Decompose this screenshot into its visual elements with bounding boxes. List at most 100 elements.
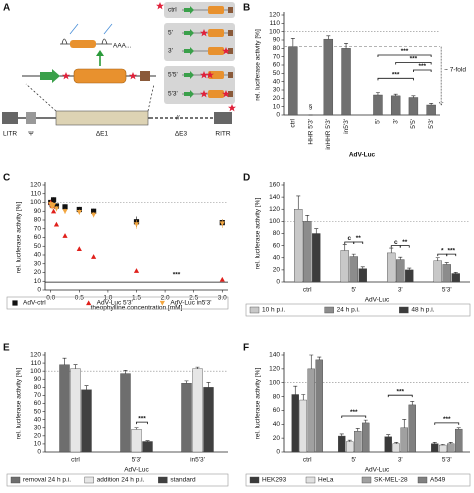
x-tick-label: 5'3' xyxy=(132,457,142,464)
error-bar xyxy=(432,442,437,444)
genome-label: ΔE1 xyxy=(96,131,109,138)
x-tick-label: in5'3' xyxy=(343,119,350,134)
point xyxy=(133,222,140,227)
x-tick-label: ctrl xyxy=(303,457,312,464)
significance-bracket xyxy=(377,54,432,57)
y-tick-label: 60 xyxy=(273,407,281,414)
bar xyxy=(303,221,312,283)
x-tick-label: HHR 5'3' xyxy=(307,119,314,145)
ribozyme xyxy=(228,104,236,112)
x-tick-label: 2.0 xyxy=(161,295,170,302)
stem-loop xyxy=(61,38,108,45)
annotation: c xyxy=(347,235,351,242)
error-bar xyxy=(296,195,301,210)
point xyxy=(91,208,97,214)
y-tick-label: 0 xyxy=(37,287,41,294)
bar xyxy=(433,260,442,283)
luciferase-gene xyxy=(208,6,224,14)
genome-label: RITR xyxy=(215,131,230,138)
bar xyxy=(142,441,153,453)
annotation: * xyxy=(441,247,444,254)
luciferase-gene xyxy=(208,90,224,98)
poly-a-signal xyxy=(228,48,233,54)
construct-label: ctrl xyxy=(168,7,177,14)
promoter xyxy=(184,29,194,37)
x-tick-label: 3' xyxy=(392,119,399,124)
annotation: *** xyxy=(392,72,400,79)
error-bar xyxy=(398,256,403,260)
bar xyxy=(203,387,214,453)
error-bar xyxy=(309,354,314,369)
y-tick-label: 100 xyxy=(269,28,280,35)
x-axis-label: AdV-Luc xyxy=(365,297,390,304)
y-tick-label: 80 xyxy=(273,45,281,52)
x-tick-label: 1.0 xyxy=(103,295,112,302)
legend-swatch xyxy=(249,306,260,314)
significance-bracket xyxy=(395,62,432,65)
y-tick-label: 120 xyxy=(30,182,41,189)
error-bar xyxy=(305,215,310,222)
legend-box xyxy=(6,473,229,487)
bar xyxy=(346,441,354,453)
bar xyxy=(294,209,303,283)
error-bar xyxy=(134,427,139,430)
annotation: *** xyxy=(443,416,451,423)
significance-bracket xyxy=(437,253,448,257)
bar xyxy=(392,443,400,453)
error-bar xyxy=(456,427,461,430)
legend-swatch xyxy=(10,476,21,484)
error-bar xyxy=(290,38,295,47)
y-tick-label: 20 xyxy=(34,269,42,276)
error-bar xyxy=(326,35,331,40)
error-bar xyxy=(429,103,434,105)
luciferase-gene xyxy=(208,47,224,55)
y-tick-label: 90 xyxy=(34,208,42,215)
error-bar xyxy=(206,382,211,388)
significance-bracket xyxy=(434,422,460,425)
y-tick-label: 60 xyxy=(273,62,281,69)
litr xyxy=(2,112,18,124)
error-bar xyxy=(375,92,380,95)
bar xyxy=(354,431,362,453)
panel-label: D xyxy=(243,173,250,184)
point xyxy=(62,233,68,238)
error-bar xyxy=(293,385,298,395)
break-mark: // xyxy=(176,115,180,122)
error-bar xyxy=(363,419,368,423)
x-tick-label: ctrl xyxy=(290,118,297,127)
point xyxy=(53,221,60,227)
point xyxy=(53,206,60,212)
x-tick-label: 5' xyxy=(375,119,382,124)
x-tick-label: 3' xyxy=(398,457,403,464)
y-tick-label: 120 xyxy=(30,352,41,359)
legend-label: 24 h p.i. xyxy=(337,307,360,314)
delta-e1 xyxy=(55,110,149,126)
construct-label: 3' xyxy=(168,48,173,55)
error-bar xyxy=(314,228,319,234)
legend-swatch xyxy=(399,306,409,314)
legend-box xyxy=(245,303,471,317)
y-tick-label: 10 xyxy=(34,278,42,285)
bar xyxy=(307,368,315,453)
error-bar xyxy=(355,428,360,432)
legend-label: 10 h p.i. xyxy=(262,307,285,314)
y-tick-label: 0 xyxy=(276,279,280,286)
construct-label: 5' xyxy=(168,30,173,37)
point xyxy=(62,204,68,210)
bar xyxy=(312,233,321,283)
x-tick-label: 5' xyxy=(351,287,356,294)
bar xyxy=(59,364,70,453)
y-tick-label: 80 xyxy=(273,230,281,237)
legend-label: HEK293 xyxy=(262,477,287,484)
error-bar xyxy=(402,419,407,428)
x-tick-label: 2.5 xyxy=(189,295,198,302)
annotation: *** xyxy=(447,247,455,254)
zoom-line xyxy=(147,83,155,112)
error-bar xyxy=(386,434,391,437)
point xyxy=(12,300,18,306)
poly-a-signal xyxy=(228,30,233,36)
promoter xyxy=(184,6,194,14)
error-bar xyxy=(317,356,322,360)
significance-bracket xyxy=(341,415,367,418)
x-tick-label: 3' xyxy=(398,287,403,294)
